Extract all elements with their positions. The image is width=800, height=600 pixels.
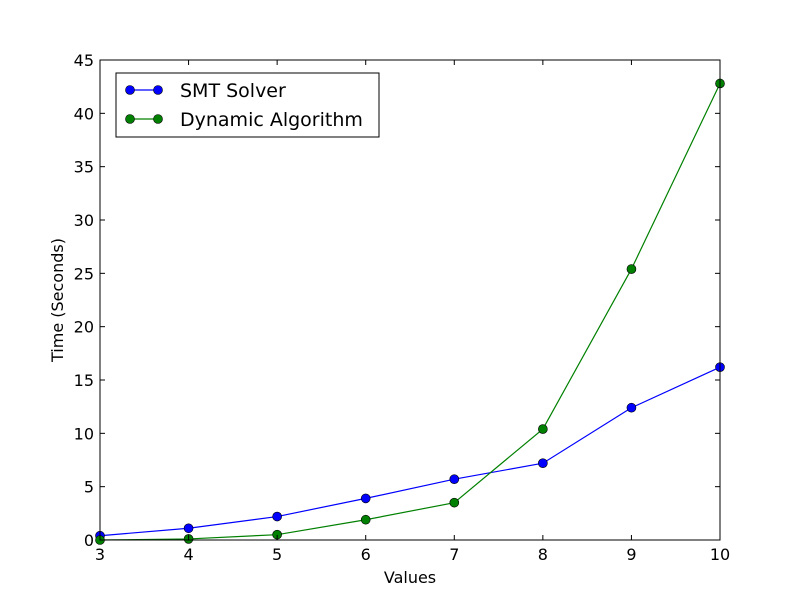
x-tick-label-4: 4 [183, 545, 193, 564]
y-tick-label-15: 15 [74, 371, 94, 390]
y-tick-label-10: 10 [74, 424, 94, 443]
x-tick-label-6: 6 [361, 545, 371, 564]
x-tick-label-7: 7 [449, 545, 459, 564]
y-tick-label-20: 20 [74, 318, 94, 337]
x-tick-label-9: 9 [626, 545, 636, 564]
legend-box [115, 72, 380, 138]
plot-layer [95, 78, 725, 545]
y-tick-label-40: 40 [74, 104, 94, 123]
series-0-point-1 [183, 523, 194, 534]
legend-marker-left-1 [125, 114, 135, 124]
series-1-point-4 [449, 497, 460, 508]
y-tick-label-35: 35 [74, 158, 94, 177]
legend-label-1: Dynamic Algorithm [180, 109, 363, 131]
legend-marker-left-0 [125, 85, 135, 95]
y-tick-label-25: 25 [74, 264, 94, 283]
y-tick-label-30: 30 [74, 211, 94, 230]
series-1-point-6 [626, 264, 637, 274]
series-0-point-3 [360, 493, 371, 504]
x-tick-label-10: 10 [710, 545, 730, 564]
legend: SMT Solver Dynamic Algorithm [115, 72, 380, 138]
series-1-point-5 [538, 424, 548, 434]
series-line-0 [99, 366, 721, 537]
legend-marker-right-0 [153, 85, 163, 95]
legend-label-0: SMT Solver [180, 80, 286, 102]
legend-marker-right-1 [153, 114, 163, 124]
series-0-point-4 [449, 474, 460, 485]
series-line-1 [99, 83, 721, 541]
x-axis-label: Values [384, 568, 436, 587]
x-tick-label-5: 5 [272, 545, 282, 564]
x-tick-label-3: 3 [95, 545, 105, 564]
series-1-point-3 [360, 514, 371, 525]
series-0-point-6 [626, 402, 637, 413]
y-tick-label-0: 0 [84, 531, 94, 550]
plot-frame [99, 59, 721, 541]
y-tick-label-45: 45 [74, 51, 94, 70]
series-0-point-5 [538, 458, 548, 469]
y-tick-label-5: 5 [84, 478, 94, 497]
y-axis-label: Time (Seconds) [48, 238, 67, 363]
x-tick-label-8: 8 [538, 545, 548, 564]
series-0-point-2 [272, 511, 282, 522]
